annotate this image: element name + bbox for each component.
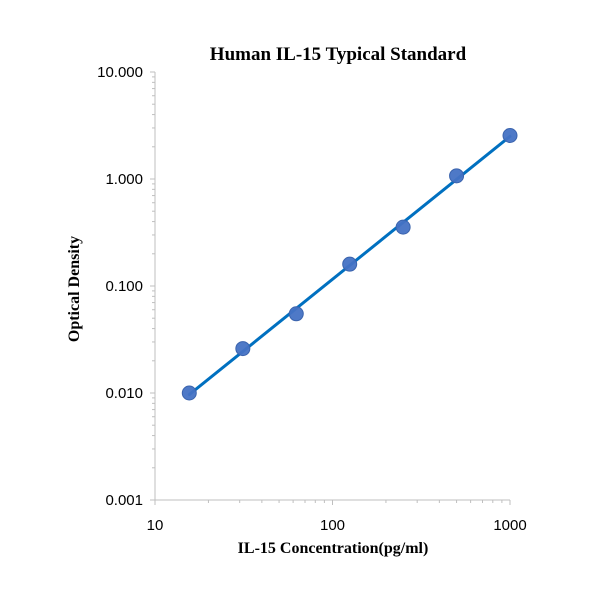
x-axis-label: IL-15 Concentration(pg/ml) <box>238 540 429 557</box>
data-points <box>181 128 518 401</box>
data-point <box>342 256 358 272</box>
axes <box>154 72 510 501</box>
x-tick-label: 100 <box>320 517 345 534</box>
x-tick-label: 10 <box>147 517 164 534</box>
y-tick-label: 0.100 <box>105 278 143 295</box>
data-point <box>449 168 465 184</box>
data-point <box>395 219 411 235</box>
x-ticks: 10 100 1000 <box>147 500 527 534</box>
x-tick-label: 1000 <box>493 517 526 534</box>
data-point <box>288 306 304 322</box>
y-ticks: 10.000 1.000 0.100 0.010 0.001 <box>97 64 155 509</box>
y-tick-label: 0.001 <box>105 492 143 509</box>
y-axis-label: Optical Density <box>66 236 83 342</box>
data-point <box>502 128 518 144</box>
y-tick-label: 0.010 <box>105 385 143 402</box>
y-tick-label: 10.000 <box>97 64 143 81</box>
y-tick-label: 1.000 <box>105 171 143 188</box>
chart-title: Human IL-15 Typical Standard <box>210 44 467 65</box>
data-point <box>235 341 251 357</box>
data-point <box>181 385 197 401</box>
